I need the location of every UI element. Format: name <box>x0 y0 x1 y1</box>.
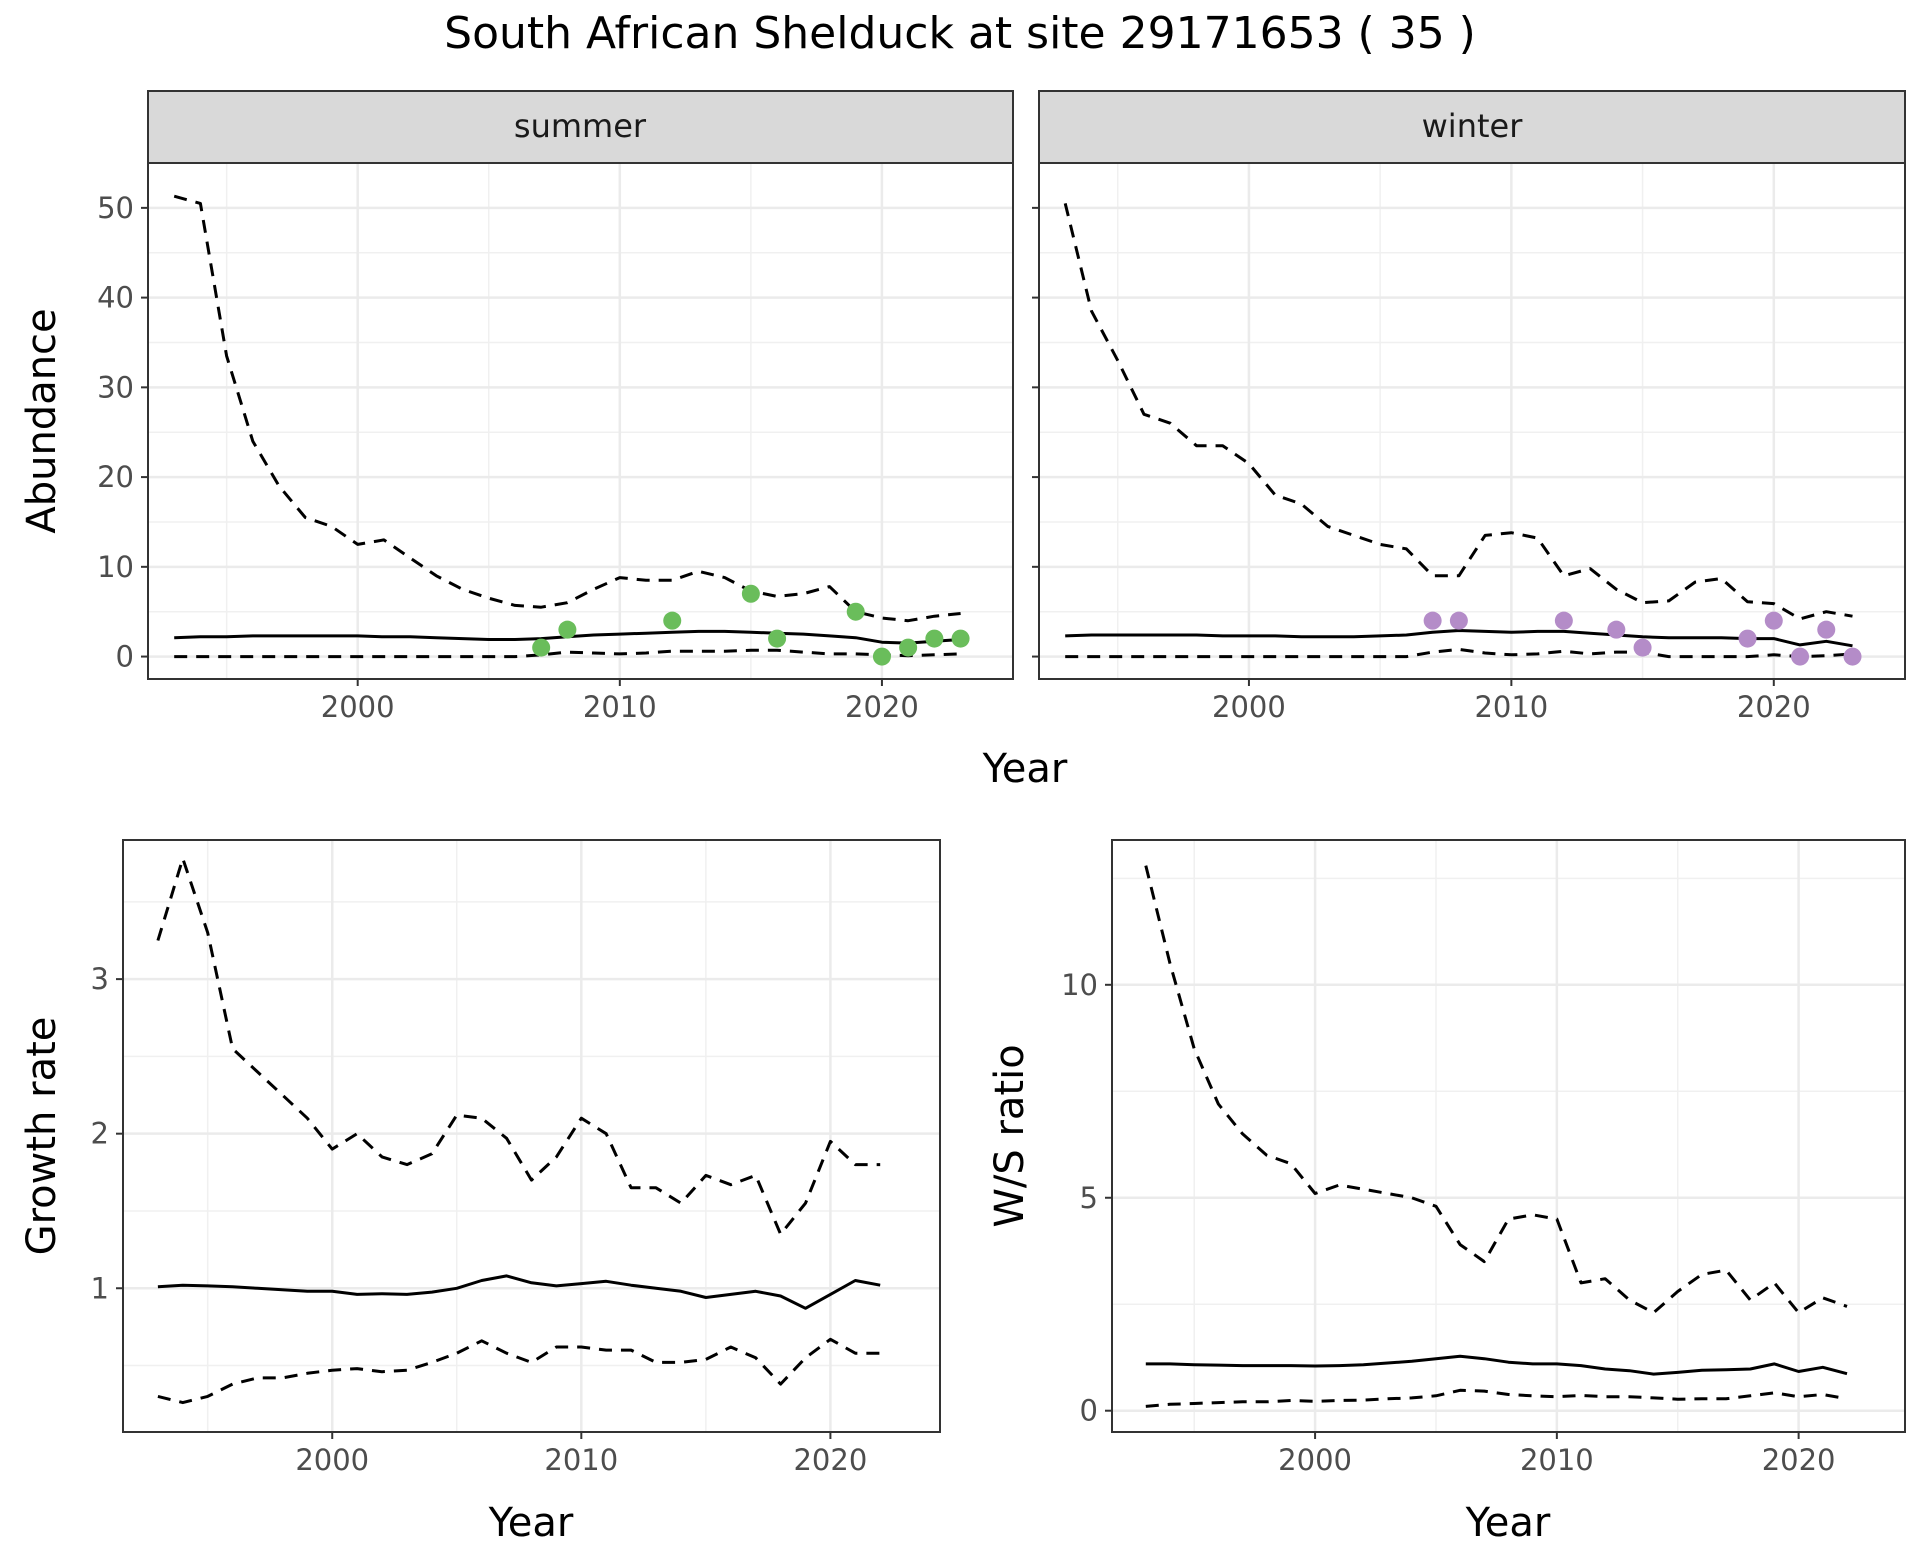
series-estimate-line-winter <box>1065 629 1853 648</box>
observed-point-summer <box>951 629 970 648</box>
panel-border-summer <box>147 162 1014 680</box>
observed-point-summer <box>532 638 551 657</box>
x-tick-label: 2020 <box>1762 1443 1836 1477</box>
x-tick-label: 2000 <box>321 690 395 724</box>
chart-title: South African Shelduck at site 29171653 … <box>444 8 1476 59</box>
observed-point-winter <box>1607 620 1626 639</box>
series-estimate-line-ratio <box>1145 1354 1848 1376</box>
y-tick-label: 1 <box>91 1271 109 1305</box>
y-tick-label: 30 <box>97 370 134 404</box>
observed-point-summer <box>558 620 577 639</box>
observed-point-winter <box>1843 647 1862 666</box>
plot-background-summer <box>148 163 1013 679</box>
x-tick-label: 2000 <box>295 1443 369 1477</box>
plot-background-ratio <box>1112 840 1905 1432</box>
observed-point-winter <box>1764 611 1783 630</box>
x-tick-label: 2020 <box>1737 690 1811 724</box>
observed-point-winter <box>1554 611 1573 630</box>
series-upper-line-summer <box>173 194 961 623</box>
series-lower-line-growth <box>157 1337 881 1405</box>
strip-label-summer: summer <box>514 107 647 145</box>
observed-point-summer <box>899 638 918 657</box>
series-upper-line-ratio <box>1144 865 1848 1315</box>
panel-ws-ratio: 2000 2010 2020 0 5 10 <box>1061 839 1906 1477</box>
panel-growth-rate: 2000 2010 2020 1 2 3 <box>91 839 941 1477</box>
plot-background-growth <box>123 840 940 1432</box>
observed-point-summer <box>768 629 787 648</box>
y-tick-label: 5 <box>1080 1181 1098 1215</box>
y-axis-title-abundance: Abundance <box>19 308 65 533</box>
x-tick-label: 2000 <box>1212 690 1286 724</box>
panel-border-winter <box>1038 162 1906 680</box>
x-tick-label: 2000 <box>1278 1443 1352 1477</box>
x-tick-label: 2020 <box>845 690 919 724</box>
series-upper-line-winter <box>1063 203 1853 621</box>
panel-border-growth-rate <box>122 839 941 1433</box>
y-tick-label: 3 <box>91 962 109 996</box>
y-tick-label: 2 <box>91 1117 109 1151</box>
observed-point-summer <box>663 611 682 630</box>
x-tick-label: 2010 <box>583 690 657 724</box>
observed-point-summer <box>741 584 760 603</box>
plot-winter: 2000 2010 2020 <box>1032 162 1906 724</box>
y-tick-label: 10 <box>97 550 134 584</box>
panel-summer: summer 2000 2010 2020 0 10 20 30 40 50 <box>97 90 1014 724</box>
observed-point-summer <box>872 647 891 666</box>
x-axis-title-ws-ratio: Year <box>1465 1500 1551 1546</box>
panel-border-ws-ratio <box>1111 839 1906 1433</box>
observed-point-winter <box>1817 620 1836 639</box>
y-axis-title-ws-ratio: W/S ratio <box>987 1044 1033 1227</box>
y-tick-label: 20 <box>97 460 134 494</box>
observed-point-winter <box>1423 611 1442 630</box>
strip-winter <box>1038 90 1906 164</box>
strip-label-winter: winter <box>1422 107 1524 145</box>
x-tick-label: 2010 <box>544 1443 618 1477</box>
panel-winter: winter 2000 2010 2020 <box>1032 90 1906 724</box>
plot-growth-rate: 2000 2010 2020 1 2 3 <box>91 840 940 1477</box>
x-axis-title-growth-rate: Year <box>488 1500 574 1546</box>
observed-point-summer <box>846 602 865 621</box>
observed-point-summer <box>925 629 944 648</box>
y-tick-label: 0 <box>1080 1394 1098 1428</box>
strip-summer <box>147 90 1014 164</box>
x-tick-label: 2020 <box>793 1443 867 1477</box>
observed-point-winter <box>1738 629 1757 648</box>
series-estimate-line-growth <box>157 1274 881 1310</box>
y-tick-label: 50 <box>97 191 134 225</box>
observed-point-winter <box>1633 638 1652 657</box>
x-tick-label: 2010 <box>1474 690 1548 724</box>
y-axis-title-growth-rate: Growth rate <box>19 1017 65 1256</box>
y-tick-label: 0 <box>116 640 134 674</box>
plot-ws-ratio: 2000 2010 2020 0 5 10 <box>1061 840 1905 1477</box>
y-tick-label: 10 <box>1061 968 1098 1002</box>
plot-background-winter <box>1039 163 1905 679</box>
observed-point-winter <box>1449 611 1468 630</box>
x-axis-title-top: Year <box>982 746 1068 792</box>
x-tick-label: 2010 <box>1520 1443 1594 1477</box>
y-tick-label: 40 <box>97 281 134 315</box>
plot-summer: 2000 2010 2020 0 10 20 30 40 50 <box>97 162 1014 724</box>
observed-point-winter <box>1791 647 1810 666</box>
series-upper-line-growth <box>156 857 881 1236</box>
series-lower-line-ratio <box>1145 1388 1848 1408</box>
